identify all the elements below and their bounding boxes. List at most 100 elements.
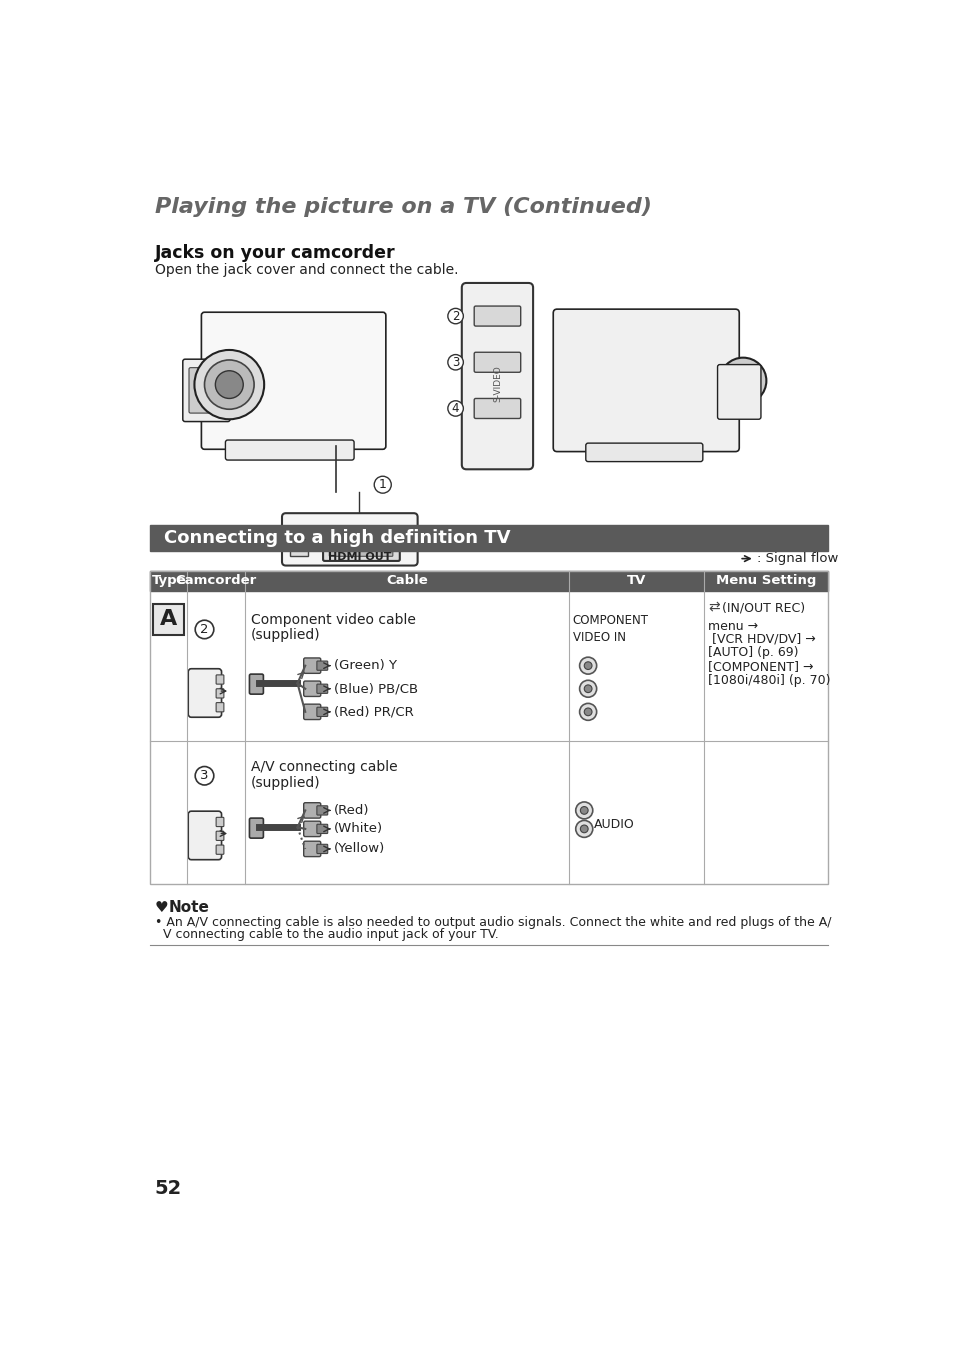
FancyBboxPatch shape [216,674,224,684]
Text: AUDIO: AUDIO [594,818,635,830]
FancyBboxPatch shape [188,811,221,860]
Circle shape [447,354,463,370]
Text: (supplied): (supplied) [251,628,320,642]
FancyBboxPatch shape [316,824,328,833]
Text: : Signal flow: : Signal flow [757,552,838,565]
Text: V connecting cable to the audio input jack of your TV.: V connecting cable to the audio input ja… [154,928,498,942]
FancyBboxPatch shape [553,309,739,452]
Text: [VCR HDV/DV] →: [VCR HDV/DV] → [707,632,815,646]
Circle shape [579,680,596,697]
FancyBboxPatch shape [216,845,224,855]
Text: 4: 4 [452,402,458,415]
Text: (Yellow): (Yellow) [334,843,385,855]
Text: menu →: menu → [707,620,758,634]
FancyBboxPatch shape [153,604,184,635]
Circle shape [374,476,391,493]
FancyBboxPatch shape [290,541,308,556]
FancyBboxPatch shape [249,818,263,839]
FancyBboxPatch shape [329,541,393,556]
Text: Type: Type [152,574,186,588]
Text: 2: 2 [452,309,458,323]
Text: 3: 3 [200,769,209,782]
Text: Camcorder: Camcorder [175,574,256,588]
FancyBboxPatch shape [249,674,263,695]
FancyBboxPatch shape [216,703,224,712]
Circle shape [579,806,587,814]
Text: 2: 2 [200,623,209,636]
Circle shape [720,358,765,404]
FancyBboxPatch shape [303,658,320,673]
Text: (Blue) PB/CB: (Blue) PB/CB [334,683,417,695]
Text: Menu Setting: Menu Setting [715,574,816,588]
FancyBboxPatch shape [323,535,399,560]
Text: [COMPONENT] →: [COMPONENT] → [707,661,813,673]
Circle shape [583,662,592,669]
FancyBboxPatch shape [303,841,320,856]
Circle shape [579,825,587,833]
Text: Connecting to a high definition TV: Connecting to a high definition TV [164,529,510,547]
FancyBboxPatch shape [585,444,702,461]
Text: 3: 3 [452,356,458,369]
FancyBboxPatch shape [303,681,320,696]
Bar [150,571,827,883]
Text: (Red) PR/CR: (Red) PR/CR [334,706,414,718]
FancyBboxPatch shape [316,844,328,854]
Text: 1: 1 [378,478,386,491]
Circle shape [195,767,213,784]
Text: (Green) Y: (Green) Y [334,660,396,672]
FancyBboxPatch shape [225,440,354,460]
Text: COMPONENT
VIDEO IN: COMPONENT VIDEO IN [572,615,648,645]
Text: (Red): (Red) [334,803,369,817]
FancyBboxPatch shape [461,284,533,470]
Circle shape [447,308,463,324]
FancyBboxPatch shape [316,661,328,670]
Circle shape [579,703,596,721]
FancyBboxPatch shape [474,353,520,372]
FancyBboxPatch shape [183,360,230,422]
FancyBboxPatch shape [474,307,520,326]
FancyBboxPatch shape [201,312,385,449]
Circle shape [575,802,592,818]
Circle shape [204,360,253,410]
Text: (White): (White) [334,822,383,836]
Circle shape [215,370,243,399]
Text: (IN/OUT REC): (IN/OUT REC) [721,601,804,615]
Text: Note: Note [169,900,210,915]
FancyBboxPatch shape [303,821,320,836]
FancyBboxPatch shape [303,704,320,719]
FancyBboxPatch shape [316,707,328,716]
Text: A: A [160,609,177,630]
FancyBboxPatch shape [188,669,221,718]
Bar [150,525,827,551]
Text: HDMI OUT: HDMI OUT [328,552,391,562]
Text: Component video cable: Component video cable [251,612,416,627]
Text: Jacks on your camcorder: Jacks on your camcorder [154,244,395,262]
Text: Open the jack cover and connect the cable.: Open the jack cover and connect the cabl… [154,263,458,277]
FancyBboxPatch shape [189,368,221,413]
Circle shape [583,708,592,715]
Text: Playing the picture on a TV (Continued): Playing the picture on a TV (Continued) [154,197,651,217]
Text: [AUTO] (p. 69): [AUTO] (p. 69) [707,646,798,660]
FancyBboxPatch shape [316,806,328,816]
FancyBboxPatch shape [303,803,320,818]
FancyBboxPatch shape [216,689,224,697]
Circle shape [447,400,463,417]
Circle shape [195,620,213,639]
Text: Cable: Cable [386,574,427,588]
Text: • An A/V connecting cable is also needed to output audio signals. Connect the wh: • An A/V connecting cable is also needed… [154,916,830,930]
Text: ⇄: ⇄ [707,601,720,615]
Text: S-VIDEO: S-VIDEO [493,365,501,402]
Circle shape [194,350,264,419]
FancyBboxPatch shape [216,832,224,840]
Text: A/V connecting cable: A/V connecting cable [251,760,397,775]
FancyBboxPatch shape [474,399,520,418]
Text: TV: TV [626,574,645,588]
Circle shape [583,685,592,692]
Text: ←: ← [294,533,306,548]
FancyBboxPatch shape [282,513,417,566]
FancyBboxPatch shape [216,817,224,826]
Text: [1080i/480i] (p. 70): [1080i/480i] (p. 70) [707,674,830,687]
Circle shape [728,366,757,395]
Text: (supplied): (supplied) [251,776,320,790]
Circle shape [579,657,596,674]
